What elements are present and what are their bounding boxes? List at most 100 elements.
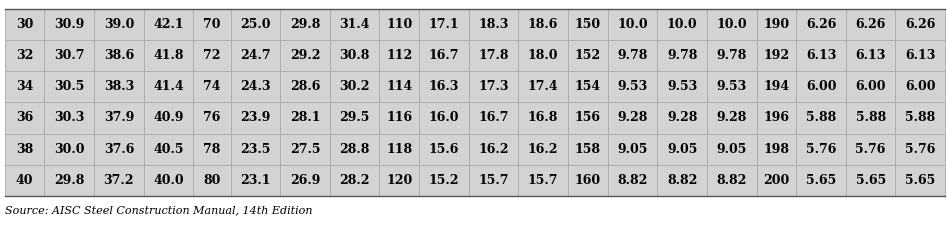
Text: 72: 72: [204, 49, 221, 62]
Text: 40.5: 40.5: [153, 143, 184, 155]
Text: 30: 30: [16, 18, 33, 31]
Text: 6.13: 6.13: [806, 49, 836, 62]
Bar: [657, 9, 706, 40]
Text: 78: 78: [204, 143, 221, 155]
Text: 28.6: 28.6: [290, 80, 320, 93]
Text: 120: 120: [386, 174, 412, 187]
Text: 15.7: 15.7: [527, 174, 559, 187]
Bar: [846, 165, 896, 196]
Text: 8.82: 8.82: [617, 174, 648, 187]
Text: 6.26: 6.26: [905, 18, 936, 31]
Text: 16.0: 16.0: [429, 111, 459, 124]
Text: 16.7: 16.7: [429, 49, 459, 62]
Bar: [796, 71, 846, 102]
Text: 10.0: 10.0: [717, 18, 747, 31]
Text: 10.0: 10.0: [667, 18, 697, 31]
Text: 15.7: 15.7: [478, 174, 509, 187]
Text: 200: 200: [763, 174, 790, 187]
Bar: [896, 102, 945, 133]
Text: 6.00: 6.00: [905, 80, 936, 93]
Bar: [896, 9, 945, 40]
Text: 16.8: 16.8: [528, 111, 559, 124]
Text: 27.5: 27.5: [290, 143, 320, 155]
Text: 9.53: 9.53: [717, 80, 747, 93]
Bar: [94, 40, 144, 71]
Bar: [568, 165, 608, 196]
Bar: [5, 102, 45, 133]
Text: 26.9: 26.9: [290, 174, 320, 187]
Bar: [5, 40, 45, 71]
Bar: [796, 40, 846, 71]
Bar: [330, 102, 380, 133]
Bar: [706, 40, 757, 71]
Text: 34: 34: [16, 80, 33, 93]
Text: 6.00: 6.00: [855, 80, 886, 93]
Text: 9.28: 9.28: [617, 111, 648, 124]
Text: 9.05: 9.05: [617, 143, 648, 155]
Text: Source: AISC Steel Construction Manual, 14th Edition: Source: AISC Steel Construction Manual, …: [5, 205, 313, 215]
Bar: [796, 165, 846, 196]
Text: 9.28: 9.28: [667, 111, 697, 124]
Bar: [706, 133, 757, 165]
Bar: [846, 133, 896, 165]
Text: 6.13: 6.13: [855, 49, 885, 62]
Bar: [94, 71, 144, 102]
Text: 17.4: 17.4: [527, 80, 559, 93]
Text: 17.3: 17.3: [478, 80, 509, 93]
Text: 154: 154: [575, 80, 601, 93]
Bar: [330, 71, 380, 102]
Bar: [420, 165, 469, 196]
Bar: [469, 165, 518, 196]
Text: 37.9: 37.9: [103, 111, 134, 124]
Text: 32: 32: [16, 49, 33, 62]
Text: 5.76: 5.76: [806, 143, 836, 155]
Text: 24.3: 24.3: [241, 80, 271, 93]
Bar: [706, 165, 757, 196]
Text: 192: 192: [763, 49, 790, 62]
Bar: [846, 71, 896, 102]
Bar: [330, 9, 380, 40]
Bar: [796, 133, 846, 165]
Bar: [280, 40, 330, 71]
Bar: [757, 9, 796, 40]
Bar: [193, 165, 230, 196]
Text: 38.3: 38.3: [104, 80, 134, 93]
Text: 5.88: 5.88: [905, 111, 936, 124]
Bar: [657, 165, 706, 196]
Text: 37.2: 37.2: [103, 174, 134, 187]
Bar: [518, 102, 568, 133]
Text: 16.3: 16.3: [429, 80, 459, 93]
Text: 29.8: 29.8: [54, 174, 84, 187]
Bar: [657, 71, 706, 102]
Text: 160: 160: [575, 174, 601, 187]
Text: 5.88: 5.88: [806, 111, 836, 124]
Bar: [230, 133, 280, 165]
Text: 28.1: 28.1: [290, 111, 320, 124]
Text: 29.2: 29.2: [290, 49, 320, 62]
Text: 24.7: 24.7: [240, 49, 271, 62]
Bar: [469, 40, 518, 71]
Bar: [846, 40, 896, 71]
Bar: [706, 71, 757, 102]
Bar: [5, 71, 45, 102]
Bar: [144, 133, 193, 165]
Bar: [280, 102, 330, 133]
Bar: [330, 133, 380, 165]
Text: 36: 36: [16, 111, 33, 124]
Bar: [280, 71, 330, 102]
Bar: [608, 71, 657, 102]
Bar: [469, 9, 518, 40]
Bar: [380, 71, 420, 102]
Bar: [144, 71, 193, 102]
Bar: [757, 165, 796, 196]
Text: 37.6: 37.6: [103, 143, 134, 155]
Text: 40.9: 40.9: [153, 111, 184, 124]
Text: 76: 76: [204, 111, 221, 124]
Text: 30.8: 30.8: [339, 49, 369, 62]
Text: 30.3: 30.3: [54, 111, 84, 124]
Bar: [380, 40, 420, 71]
Bar: [230, 102, 280, 133]
Text: 31.4: 31.4: [339, 18, 370, 31]
Bar: [518, 40, 568, 71]
Bar: [330, 40, 380, 71]
